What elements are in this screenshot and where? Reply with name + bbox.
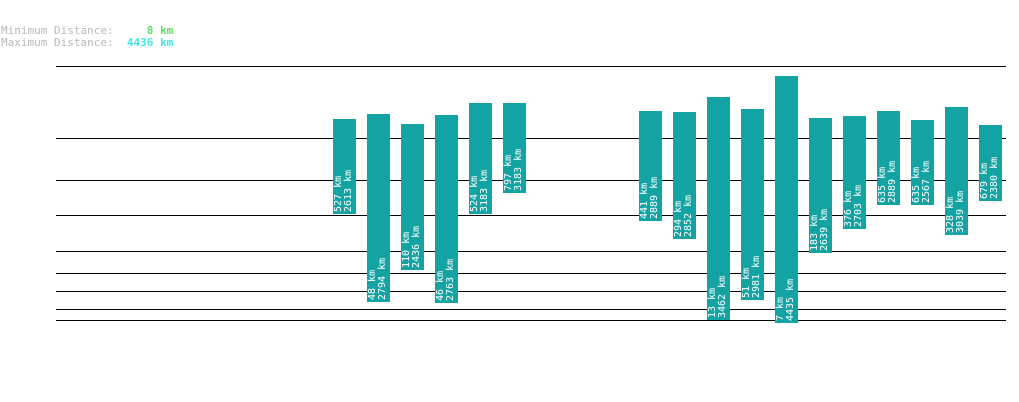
bar-max-label: 3039 km bbox=[955, 191, 966, 233]
range-bar bbox=[911, 120, 934, 205]
bar-max-label: 2436 km bbox=[411, 226, 422, 268]
max-distance-value: 4436 km bbox=[126, 36, 174, 49]
bar-min-label: 13 km bbox=[707, 288, 718, 318]
range-bar bbox=[843, 116, 866, 229]
range-bar bbox=[707, 97, 730, 320]
bar-min-label: 328 km bbox=[945, 197, 956, 233]
bar-min-label: 527 km bbox=[333, 176, 344, 212]
bar-min-label: 635 km bbox=[877, 167, 888, 203]
bars: 527 km 2613 km 48 km 2794 km 110 km 2436 km 46… bbox=[333, 76, 1002, 323]
bar-max-label: 4435 km bbox=[785, 279, 796, 321]
range-bar bbox=[435, 115, 458, 303]
max-distance-label: Maximum Distance: bbox=[1, 36, 114, 49]
min-distance-value: 8 km bbox=[146, 24, 174, 37]
bar-group: 635 km 2567 km bbox=[911, 120, 934, 205]
bar-min-label: 46 km bbox=[435, 271, 446, 301]
bar-group: 51 km 2981 km bbox=[741, 109, 764, 300]
bar-min-label: 797 km bbox=[503, 155, 514, 191]
bar-max-label: 2889 km bbox=[649, 177, 660, 219]
range-bar bbox=[333, 119, 356, 214]
bar-group: 635 km 2889 km bbox=[877, 111, 900, 205]
bar-min-label: 294 km bbox=[673, 201, 684, 237]
bar-max-label: 2703 km bbox=[853, 185, 864, 227]
bar-max-label: 2613 km bbox=[343, 170, 354, 212]
bar-group: 183 km 2639 km bbox=[809, 118, 832, 253]
range-bar bbox=[945, 107, 968, 235]
bar-group: 797 km 3183 km bbox=[503, 103, 526, 193]
distance-summary: Minimum Distance: 8 km Maximum Distance:… bbox=[1, 25, 173, 49]
bar-min-label: 376 km bbox=[843, 191, 854, 227]
bar-max-label: 2639 km bbox=[819, 209, 830, 251]
bar-group: 328 km 3039 km bbox=[945, 107, 968, 235]
bar-min-label: 48 km bbox=[367, 270, 378, 300]
bar-group: 110 km 2436 km bbox=[401, 124, 424, 270]
bar-group: 48 km 2794 km bbox=[367, 114, 390, 302]
range-bar bbox=[673, 112, 696, 239]
bar-max-label: 2852 km bbox=[683, 195, 694, 237]
min-distance-label: Minimum Distance: bbox=[1, 24, 114, 37]
bar-min-label: 524 km bbox=[469, 176, 480, 212]
bar-max-label: 3183 km bbox=[513, 149, 524, 191]
range-bar bbox=[639, 111, 662, 221]
bar-min-label: 679 km bbox=[979, 163, 990, 199]
range-bar bbox=[367, 114, 390, 302]
bar-min-label: 7 km bbox=[775, 297, 786, 321]
bar-max-label: 2794 km bbox=[377, 258, 388, 300]
bar-max-label: 2981 km bbox=[751, 256, 762, 298]
range-bar bbox=[809, 118, 832, 253]
bar-max-label: 2889 km bbox=[887, 161, 898, 203]
range-bar bbox=[877, 111, 900, 205]
bar-min-label: 441 km bbox=[639, 183, 650, 219]
bar-min-label: 635 km bbox=[911, 167, 922, 203]
range-bar bbox=[469, 103, 492, 214]
range-bar bbox=[775, 76, 798, 323]
range-bar bbox=[979, 125, 1002, 201]
bar-group: 294 km 2852 km bbox=[673, 112, 696, 239]
bar-group: 527 km 2613 km bbox=[333, 119, 356, 214]
bar-min-label: 110 km bbox=[401, 232, 412, 268]
bar-min-label: 51 km bbox=[741, 268, 752, 298]
bar-max-label: 2763 km bbox=[445, 259, 456, 301]
range-bar bbox=[503, 103, 526, 193]
bar-group: 46 km 2763 km bbox=[435, 115, 458, 303]
bar-group: 441 km 2889 km bbox=[639, 111, 662, 221]
range-bar bbox=[741, 109, 764, 300]
bar-min-label: 183 km bbox=[809, 215, 820, 251]
bar-group: 7 km 4435 km bbox=[775, 76, 798, 323]
bar-max-label: 3183 km bbox=[479, 170, 490, 212]
bar-max-label: 2567 km bbox=[921, 161, 932, 203]
bar-group: 13 km 3462 km bbox=[707, 97, 730, 320]
bar-max-label: 2380 km bbox=[989, 157, 1000, 199]
bar-group: 524 km 3183 km bbox=[469, 103, 492, 214]
bar-group: 679 km 2380 km bbox=[979, 125, 1002, 201]
bar-group: 376 km 2703 km bbox=[843, 116, 866, 229]
bar-max-label: 3462 km bbox=[717, 276, 728, 318]
range-bar bbox=[401, 124, 424, 270]
